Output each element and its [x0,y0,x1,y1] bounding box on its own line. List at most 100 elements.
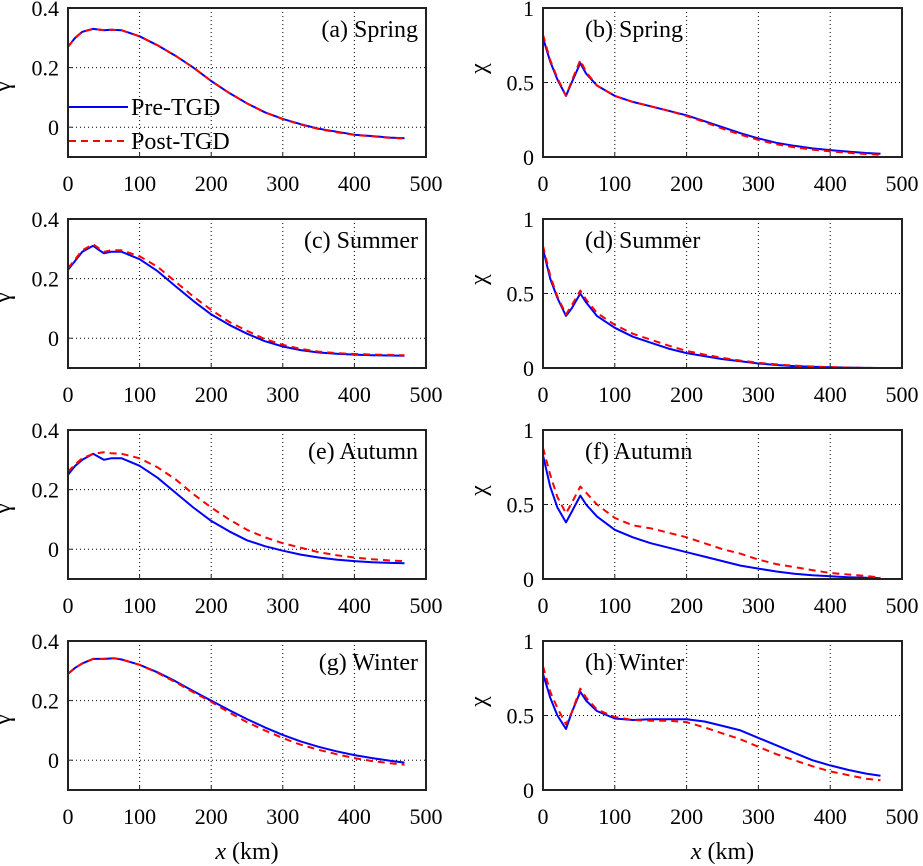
y-axis-label: γ [0,714,16,726]
x-tick-label: 100 [123,382,156,407]
panel-title: (f) Autumn [585,439,692,465]
x-tick-label: 500 [886,382,919,407]
y-tick-label: 0.2 [32,478,60,503]
y-axis-label: χ [466,274,492,286]
panel-d: 0 100 200 300 400 500 0 0.5 1 χ (d) Summer [466,207,919,407]
panel-h: 0 100 200 300 400 500 0 0.5 1 χ (h) Winter x (km) [466,629,919,865]
x-tick-label: 500 [410,804,443,829]
panel-title: (c) Summer [304,228,418,254]
y-tick-label: 0.4 [32,0,60,21]
axes-frame [67,429,427,580]
x-tick-label: 300 [742,382,775,407]
y-tick-label: 0.4 [32,629,60,654]
y-axis-label: χ [466,63,492,75]
panel-title: (h) Winter [585,650,684,676]
x-tick-label: 200 [195,171,228,196]
x-tick-label: 500 [886,171,919,196]
x-tick-label: 0 [63,804,74,829]
axes-frame [67,7,427,158]
series-line-pre-tgd [67,452,405,565]
y-tick-label: 0 [523,356,534,381]
x-tick-label: 100 [123,171,156,196]
x-tick-label: 200 [195,593,228,618]
x-tick-label: 300 [266,593,299,618]
y-tick-label: 0.2 [32,689,60,714]
x-tick-label: 300 [742,804,775,829]
y-tick-label: 0.5 [507,704,535,729]
panel-title: (g) Winter [319,650,418,676]
y-tick-label: 0 [48,748,59,773]
legend: Pre-TGD Post-TGD [69,95,230,155]
x-tick-label: 400 [814,593,847,618]
axes-frame [67,640,427,791]
x-tick-label: 0 [538,593,549,618]
legend-label-post-tgd: Post-TGD [131,129,230,155]
x-tick-label: 200 [195,804,228,829]
x-tick-label: 300 [742,593,775,618]
y-tick-label: 1 [523,629,534,654]
y-axis-label: γ [0,81,16,93]
panel-title: (d) Summer [585,228,700,254]
panel-f: 0 100 200 300 400 500 0 0.5 1 χ (f) Autumn [466,418,919,618]
x-tick-label: 400 [338,382,371,407]
series-line-post-tgd [542,666,881,782]
series-line-post-tgd [67,657,405,766]
x-tick-label: 400 [338,804,371,829]
x-tick-label: 200 [670,171,703,196]
x-tick-label: 200 [195,382,228,407]
panel-title: (b) Spring [585,17,683,43]
y-tick-label: 0 [523,567,534,592]
y-tick-label: 0 [523,778,534,803]
y-axis-label: γ [0,292,16,304]
panel-e: 0 100 200 300 400 500 0 0.2 0.4 γ (e) Autumn [0,418,443,618]
y-tick-label: 0.4 [32,207,60,232]
series-line-pre-tgd [542,248,881,369]
y-tick-label: 0 [523,145,534,170]
series-line-post-tgd [67,243,405,357]
x-tick-label: 500 [886,804,919,829]
x-axis-label: x (km) [214,839,278,865]
x-tick-label: 300 [742,171,775,196]
x-tick-label: 0 [538,171,549,196]
series-line-post-tgd [67,451,405,563]
x-tick-label: 500 [410,593,443,618]
y-tick-label: 0 [48,115,59,140]
y-tick-label: 0.4 [32,418,60,443]
y-tick-label: 1 [523,418,534,443]
legend-label-pre-tgd: Pre-TGD [131,95,220,121]
y-tick-label: 0.5 [507,493,535,518]
x-tick-label: 300 [266,382,299,407]
y-tick-label: 0.2 [32,56,60,81]
y-tick-label: 0 [48,326,59,351]
x-tick-label: 500 [410,382,443,407]
y-tick-label: 0 [48,537,59,562]
x-tick-label: 200 [670,382,703,407]
x-tick-label: 100 [123,593,156,618]
panel-a: 0 100 200 300 400 500 0 0.2 0.4 γ (a) Spring Pre-TG… [0,0,443,196]
x-axis-unit: (km) [702,839,755,865]
x-tick-label: 100 [598,382,631,407]
panel-title: (a) Spring [321,17,418,43]
y-tick-label: 0.2 [32,267,60,292]
x-tick-label: 200 [670,593,703,618]
x-tick-label: 0 [63,593,74,618]
y-tick-label: 1 [523,207,534,232]
x-tick-label: 300 [266,804,299,829]
series-line-post-tgd [542,34,881,156]
x-tick-label: 0 [63,171,74,196]
panel-g: 0 100 200 300 400 500 0 0.2 0.4 γ (g) Winter x (km) [0,629,443,865]
x-tick-label: 100 [598,171,631,196]
x-tick-label: 400 [814,804,847,829]
y-tick-label: 1 [523,0,534,21]
x-axis-variable: x [690,839,702,865]
y-axis-label: γ [0,503,16,515]
x-tick-label: 300 [266,171,299,196]
panel-title: (e) Autumn [308,439,418,465]
axes-frame [67,218,427,369]
x-tick-label: 400 [814,382,847,407]
x-tick-label: 500 [410,171,443,196]
x-axis-unit: (km) [226,839,279,865]
y-axis-label: χ [466,485,492,497]
panel-b: 0 100 200 300 400 500 0 0.5 1 χ (b) Spring [466,0,919,196]
